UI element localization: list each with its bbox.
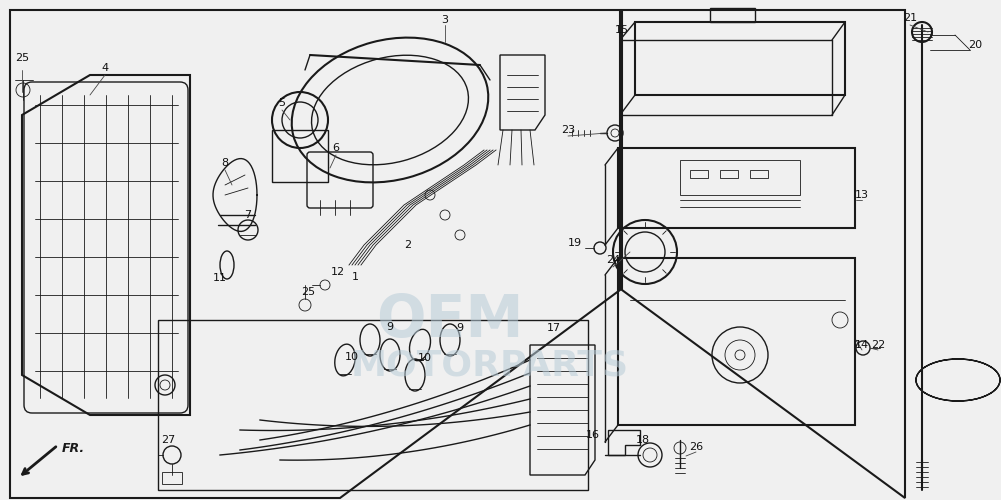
Text: 7: 7: [244, 210, 251, 220]
Bar: [720, 170, 738, 178]
Text: 12: 12: [331, 267, 345, 277]
Text: OEM: OEM: [376, 292, 524, 348]
Text: 19: 19: [568, 238, 582, 248]
Text: FR.: FR.: [62, 442, 85, 454]
Text: 21: 21: [903, 13, 917, 23]
Bar: [272, 130, 328, 182]
Text: 27: 27: [161, 435, 175, 445]
Text: 8: 8: [221, 158, 228, 168]
Text: 17: 17: [547, 323, 562, 333]
Text: 14: 14: [855, 340, 869, 350]
Text: 9: 9: [386, 322, 393, 332]
Text: 23: 23: [561, 125, 575, 135]
Text: 25: 25: [301, 287, 315, 297]
Text: 2: 2: [404, 240, 411, 250]
Text: 10: 10: [418, 353, 432, 363]
Text: 5: 5: [278, 98, 285, 108]
Text: 22: 22: [871, 340, 885, 350]
Text: 25: 25: [15, 53, 29, 63]
Bar: [162, 472, 182, 484]
Bar: [680, 160, 800, 195]
Text: 24: 24: [606, 255, 621, 265]
Text: 4: 4: [101, 63, 108, 73]
Text: MOTORPARTS: MOTORPARTS: [351, 348, 629, 382]
Bar: [750, 170, 768, 178]
Text: 9: 9: [456, 323, 463, 333]
Text: 16: 16: [586, 430, 600, 440]
Text: 10: 10: [345, 352, 359, 362]
Text: 15: 15: [615, 25, 629, 35]
Text: 1: 1: [351, 272, 358, 282]
Text: 26: 26: [689, 442, 703, 452]
Text: 18: 18: [636, 435, 650, 445]
Bar: [690, 170, 708, 178]
Text: 6: 6: [332, 143, 339, 153]
Bar: [158, 320, 588, 490]
Text: 20: 20: [968, 40, 982, 50]
Text: 11: 11: [213, 273, 227, 283]
Text: 3: 3: [441, 15, 448, 25]
Text: 13: 13: [855, 190, 869, 200]
